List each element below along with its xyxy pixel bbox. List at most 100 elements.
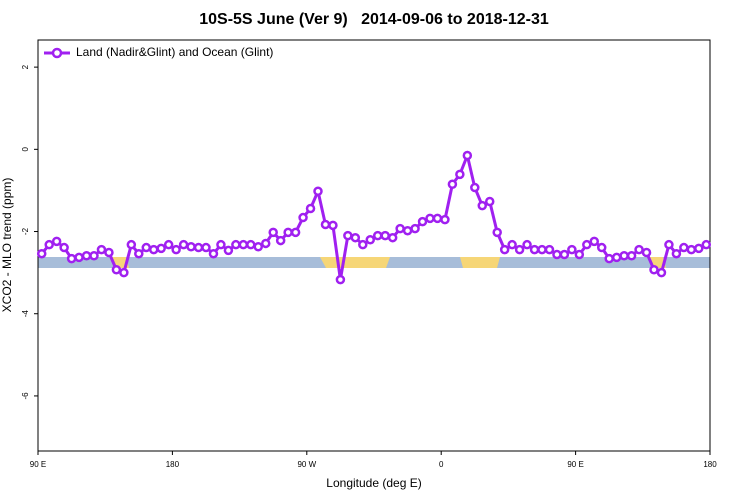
data-point	[119, 267, 129, 278]
data-point	[365, 234, 376, 245]
y-axis-label: XCO2 - MLO trend (ppm)	[0, 178, 14, 313]
data-point	[440, 214, 450, 225]
x-axis-label: Longitude (deg E)	[326, 476, 421, 490]
x-tick-label: 90 E	[567, 460, 583, 469]
data-point	[313, 186, 323, 196]
data-point	[171, 244, 181, 255]
data-point	[656, 267, 667, 278]
data-point	[395, 223, 405, 234]
data-point	[649, 264, 659, 275]
data-point	[611, 252, 622, 263]
x-tick-label: 180	[703, 460, 717, 469]
data-point	[470, 182, 480, 193]
y-tick-label: -4	[21, 310, 30, 318]
data-point	[320, 219, 331, 230]
data-point	[529, 244, 540, 255]
data-point	[552, 249, 562, 260]
data-point	[701, 239, 712, 250]
data-point	[358, 239, 368, 250]
data-point	[268, 227, 278, 238]
data-point	[96, 244, 107, 255]
data-point	[410, 223, 420, 234]
data-point	[104, 247, 114, 258]
data-point	[216, 239, 226, 250]
data-point	[477, 200, 488, 211]
data-point	[111, 264, 122, 275]
y-tick-label: 2	[21, 64, 30, 69]
data-point	[44, 239, 54, 250]
data-point	[328, 220, 338, 231]
data-point	[134, 248, 144, 259]
data-point	[596, 242, 607, 253]
legend-label: Land (Nadir&Glint) and Ocean (Glint)	[76, 45, 273, 59]
y-tick-label: -2	[21, 227, 30, 235]
data-point	[402, 225, 413, 236]
data-point	[350, 232, 361, 243]
data-point	[260, 238, 271, 249]
data-point	[589, 236, 600, 247]
data-point	[253, 241, 264, 252]
data-point	[156, 243, 166, 254]
data-point	[425, 213, 435, 224]
data-point	[567, 244, 577, 255]
data-point	[193, 242, 204, 253]
data-point	[641, 247, 652, 258]
land-strip	[320, 257, 390, 268]
data-point	[679, 242, 689, 253]
data-point	[582, 239, 592, 250]
data-point	[148, 244, 159, 255]
data-point	[447, 179, 458, 190]
data-point	[201, 242, 211, 253]
data-point	[626, 251, 637, 261]
data-point	[604, 253, 614, 264]
data-point	[417, 216, 428, 227]
data-point	[141, 242, 152, 253]
data-point	[671, 248, 682, 259]
data-point	[380, 230, 390, 241]
data-point	[36, 248, 47, 259]
data-point	[246, 239, 256, 250]
data-point	[664, 239, 674, 250]
y-tick-label: 0	[21, 147, 30, 152]
x-tick-label: 90 E	[30, 460, 46, 469]
data-point	[81, 251, 92, 261]
x-tick-label: 0	[439, 460, 444, 469]
data-point	[223, 245, 234, 256]
data-point	[178, 239, 189, 250]
data-point	[59, 242, 69, 253]
data-point	[492, 227, 502, 238]
legend-marker	[51, 47, 63, 59]
data-point	[387, 232, 398, 243]
data-point	[163, 239, 174, 250]
data-point	[231, 239, 241, 250]
data-point	[186, 241, 196, 252]
chart-title: 10S-5S June (Ver 9) 2014-09-06 to 2018-1…	[199, 11, 549, 28]
data-point	[283, 227, 293, 238]
data-point	[238, 239, 249, 250]
data-point	[432, 213, 443, 224]
data-point	[305, 203, 316, 214]
land-strip	[460, 257, 500, 268]
data-point	[619, 251, 629, 261]
data-point	[574, 249, 585, 260]
data-point	[335, 274, 346, 285]
data-point	[455, 169, 465, 180]
data-point	[343, 230, 353, 241]
plot-frame	[37, 39, 711, 452]
data-point	[74, 252, 84, 263]
data-point	[89, 251, 99, 261]
data-point	[634, 244, 644, 255]
x-tick-label: 90 W	[297, 460, 316, 469]
y-tick-label: -6	[21, 392, 30, 400]
data-point	[559, 249, 570, 260]
data-point	[544, 244, 555, 255]
data-point	[499, 244, 510, 255]
data-point	[372, 230, 383, 241]
data-point	[208, 248, 219, 259]
data-point	[51, 236, 62, 247]
data-point	[694, 243, 704, 254]
data-point	[537, 244, 547, 255]
data-point	[507, 239, 517, 250]
x-tick-label: 180	[166, 460, 180, 469]
